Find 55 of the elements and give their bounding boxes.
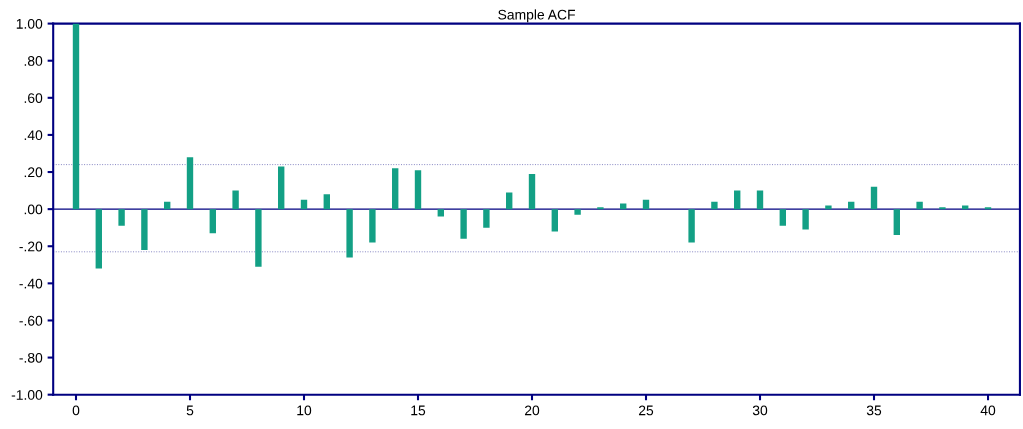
- bar: [300, 199, 308, 210]
- bar: [414, 170, 422, 210]
- bar: [506, 192, 513, 210]
- bar: [711, 201, 718, 210]
- bar: [642, 199, 650, 210]
- bar: [460, 209, 467, 239]
- bar: [825, 205, 832, 210]
- bar: [893, 209, 900, 236]
- bar: [916, 201, 923, 210]
- bar: [870, 186, 878, 210]
- bar: [369, 209, 376, 243]
- y-tick-label: -.80: [19, 352, 43, 363]
- bar: [756, 190, 764, 210]
- bar: [528, 173, 536, 210]
- x-tick-label: 0: [72, 405, 80, 416]
- chart-title: Sample ACF: [498, 9, 575, 23]
- bar: [802, 209, 809, 230]
- x-tick-label: 40: [980, 405, 996, 416]
- y-tick-label: .00: [24, 204, 43, 215]
- bar: [574, 209, 581, 215]
- y-tick-label: -1.00: [11, 390, 43, 400]
- x-tick-label: 25: [638, 405, 654, 416]
- bar: [734, 190, 741, 210]
- x-tick-label: 5: [186, 405, 194, 416]
- x-tick-label: 10: [297, 405, 312, 416]
- bar: [118, 209, 125, 226]
- bar: [688, 209, 695, 243]
- y-tick-label: -.20: [19, 241, 43, 252]
- bar: [392, 168, 399, 210]
- bar: [962, 205, 969, 210]
- bar: [323, 194, 330, 210]
- x-tick-label: 35: [866, 405, 882, 416]
- bar: [278, 166, 285, 210]
- bar: [209, 209, 216, 234]
- y-tick-label: .20: [24, 167, 43, 178]
- bar: [255, 209, 262, 267]
- y-tick-label: 1.00: [16, 18, 43, 29]
- bar: [346, 209, 353, 258]
- bar: [72, 23, 80, 210]
- bar: [232, 190, 239, 210]
- x-tick-label: 15: [411, 405, 426, 416]
- bar: [483, 209, 490, 228]
- bar: [779, 209, 786, 226]
- bar: [437, 209, 444, 217]
- x-tick-label: 30: [752, 405, 768, 416]
- y-tick-label: .80: [24, 56, 43, 66]
- y-tick-label: .60: [24, 93, 43, 103]
- y-tick-label: .40: [24, 130, 43, 141]
- bar: [141, 209, 148, 250]
- y-tick-label: -.40: [19, 278, 43, 289]
- y-tick-label: -.60: [19, 315, 43, 326]
- bar: [551, 209, 558, 232]
- bar: [186, 157, 194, 210]
- bar: [95, 209, 102, 269]
- x-tick-label: 20: [524, 405, 540, 416]
